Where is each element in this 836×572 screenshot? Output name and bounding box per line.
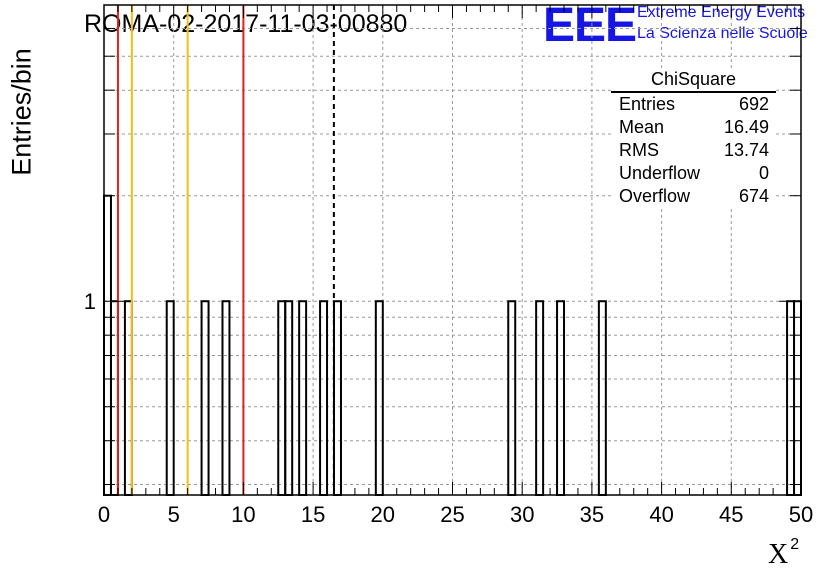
histogram-bar [786,300,796,496]
reference-lines [116,5,335,495]
y-tick-label: 1 [84,289,96,314]
stats-rows: Entries 692 Mean 16.49 RMS 13.74 Underflow 0 Ove… [611,93,776,208]
ticks: 0 5 10 15 20 25 30 35 40 45 50 1 [84,5,813,527]
histogram-bar [221,300,231,496]
stats-row: Mean 16.49 [611,116,776,139]
histogram-bar [374,300,384,496]
x-axis-label-exponent: 2 [790,536,800,553]
histogram-bar [103,194,112,496]
histogram-bar [793,300,803,496]
histogram-bar [298,300,308,496]
stats-row: Overflow 674 [611,185,776,208]
histogram-bar [319,300,329,496]
histogram-bar [507,300,517,496]
histogram-bar [556,300,566,496]
x-tick-label: 30 [510,502,534,527]
stats-value: 0 [758,163,769,183]
x-tick-label: 15 [301,502,325,527]
x-tick-label: 10 [231,502,255,527]
eee-logo: EEE [543,0,637,52]
stats-label: Mean [619,117,665,137]
histogram-bar [109,300,119,496]
x-tick-label: 50 [789,502,813,527]
histogram-bar [165,300,175,496]
histogram-bar [123,300,133,496]
histogram-bar [333,300,342,496]
stats-label: Overflow [619,186,691,206]
x-tick-label: 25 [440,502,464,527]
logo-line-1: Extreme Energy Events [637,4,806,21]
stats-label: Entries [619,94,676,114]
stats-box: ChiSquare Entries 692 Mean 16.49 RMS 13.74 Und… [611,68,776,208]
histogram-bar [284,300,294,496]
stats-label: Underflow [619,163,701,183]
chart-title: ROMA-02-2017-11-03-00880 [84,10,408,38]
stats-value: 692 [738,94,769,114]
stats-title: ChiSquare [611,68,776,93]
x-axis-label-base: X [768,539,789,570]
stats-row: Entries 692 [611,93,776,116]
histogram-bar [277,300,287,496]
x-tick-label: 20 [371,502,395,527]
x-tick-label: 40 [649,502,673,527]
stats-row: RMS 13.74 [611,139,776,162]
histogram-bar [200,300,210,496]
x-tick-label: 5 [168,502,180,527]
x-tick-label: 0 [98,502,110,527]
histogram-bar [535,300,545,496]
x-tick-label: 45 [719,502,743,527]
stats-row: Underflow 0 [611,162,776,185]
stats-label: RMS [619,140,659,160]
histogram-bar [597,300,607,496]
x-tick-label: 35 [580,502,604,527]
stats-value: 674 [738,186,769,206]
logo-line-2: La Scienza nelle Scuole [637,25,808,42]
stats-value: 16.49 [723,117,769,137]
stats-value: 13.74 [723,140,769,160]
